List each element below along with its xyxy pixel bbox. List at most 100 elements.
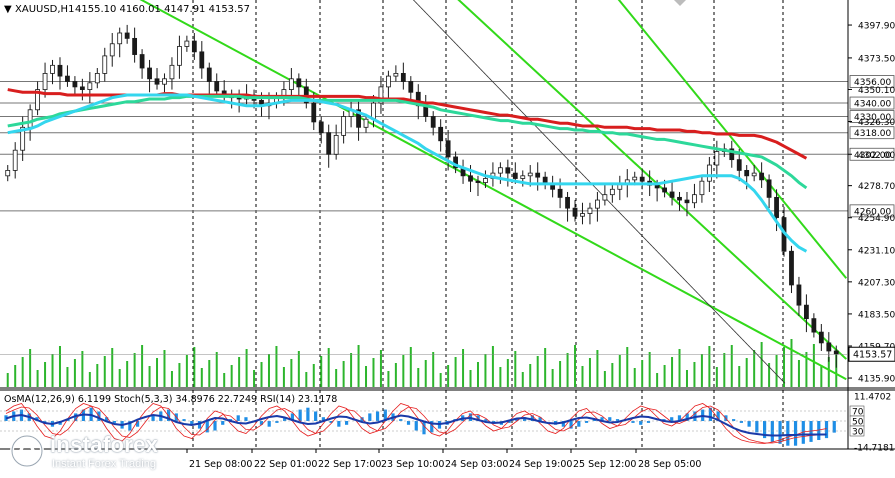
candle-body [595, 199, 600, 209]
moving-average-line [7, 94, 808, 190]
volume-bars [6, 339, 838, 387]
current-price-label: 4153.57 [853, 350, 892, 361]
level-label: 4318.00 [854, 129, 891, 139]
candle-body [789, 250, 794, 286]
candle-body [5, 170, 11, 177]
candle-body [65, 75, 70, 82]
candle-body [714, 151, 720, 166]
trend-thin-line [412, 0, 786, 384]
candle-body [109, 43, 115, 57]
candle-body [706, 164, 712, 182]
candle-body [759, 172, 765, 181]
rsi-line [5, 413, 827, 437]
candle-body [430, 116, 436, 128]
candle-body [94, 73, 100, 84]
candle-body [736, 159, 742, 171]
candle-body [72, 81, 78, 88]
candle-body [445, 140, 451, 158]
candles [5, 24, 839, 368]
level-label-box [849, 126, 895, 140]
candle-body [751, 172, 757, 177]
chart-ohlc-values: 4155.10 4160.01 4147.91 4153.57 [75, 4, 250, 15]
price-tick-label: 4350.10 [858, 86, 895, 96]
candle-body [341, 116, 347, 136]
candle-body [483, 178, 488, 183]
candle-body [79, 86, 85, 90]
time-tick-label: 23 Sep 10:00 [381, 459, 444, 470]
candle-body [12, 149, 18, 171]
candle-body [609, 188, 615, 196]
horizontal-levels: 4356.00 4340.00 4330.00 4318.00 4302.00 4260.… [0, 75, 895, 217]
candle-body [535, 172, 541, 178]
candle-body [520, 175, 526, 179]
level-label-box [849, 75, 895, 88]
chart-header-arrow-icon[interactable]: ▼ [4, 4, 12, 15]
candle-body [214, 81, 220, 92]
candle-body [774, 196, 779, 218]
candle-body [333, 134, 339, 155]
candle-body [162, 78, 167, 85]
candle-body [57, 64, 63, 77]
osc-tick-label: 11.4702 [854, 393, 891, 403]
moving-average-line [7, 93, 808, 253]
candle-body [42, 73, 48, 90]
price-tick-label: 4207.30 [858, 278, 895, 288]
osc-tick-label: 30 [852, 428, 864, 438]
candle-body [475, 180, 481, 183]
candle-body [587, 207, 593, 214]
current-price-box [848, 346, 895, 362]
time-tick-label: 22 Sep 17:00 [318, 459, 381, 470]
candle-body [20, 126, 26, 151]
candle-body [557, 188, 563, 198]
candle-body [438, 126, 444, 142]
time-axis: 21 Sep 08:00 22 Sep 01:00 22 Sep 17:00 23 S… [186, 449, 701, 470]
price-tick-label: 4231.10 [858, 246, 895, 256]
candle-body [139, 54, 145, 69]
candle-body [505, 167, 511, 174]
time-tick-label: 21 Sep 08:00 [189, 459, 252, 470]
instaforex-watermark: instaforex Instant Forex Trading [6, 432, 181, 472]
candle-body [117, 32, 123, 45]
candle-body [356, 109, 361, 128]
candle-body [677, 196, 682, 201]
price-tick-label: 4183.50 [858, 310, 895, 320]
price-tick-label: 4302.00 [858, 151, 895, 161]
candle-body [796, 284, 802, 306]
candle-body [169, 64, 175, 80]
candle-body [580, 213, 585, 217]
time-tick-label: 24 Sep 03:00 [445, 459, 508, 470]
level-label-box [849, 96, 895, 110]
candle-body [811, 318, 817, 333]
candle-body [497, 167, 503, 174]
candle-body [87, 82, 93, 90]
osc-tick-label: -14.7181 [854, 444, 894, 454]
candle-body [639, 176, 645, 182]
candle-body [35, 89, 40, 111]
candle-body [124, 32, 130, 39]
candle-body [744, 170, 750, 177]
price-tick-label: 4254.90 [858, 214, 895, 224]
candle-body [296, 78, 302, 88]
price-axis: 4397.90 4373.50 4350.10 4326.30 4302.00 4278.… [0, 0, 895, 450]
candle-body [378, 86, 384, 104]
chart-shift-marker-icon[interactable] [674, 0, 686, 6]
candle-body [669, 191, 675, 198]
candle-body [833, 350, 839, 355]
candle-body [572, 207, 578, 217]
time-tick-label: 24 Sep 19:00 [509, 459, 572, 470]
candle-body [386, 75, 391, 88]
candle-body [654, 184, 660, 189]
price-tick-label: 4135.90 [858, 375, 895, 385]
chart-symbol: XAUUSD,H1 [15, 4, 74, 15]
candle-body [400, 73, 406, 82]
candle-body [102, 55, 108, 74]
candle-body [468, 175, 473, 182]
level-label: 4260.00 [854, 207, 891, 217]
candle-body [632, 176, 638, 181]
candle-body [766, 179, 772, 198]
candle-body [699, 180, 705, 196]
candle-body [408, 81, 414, 93]
